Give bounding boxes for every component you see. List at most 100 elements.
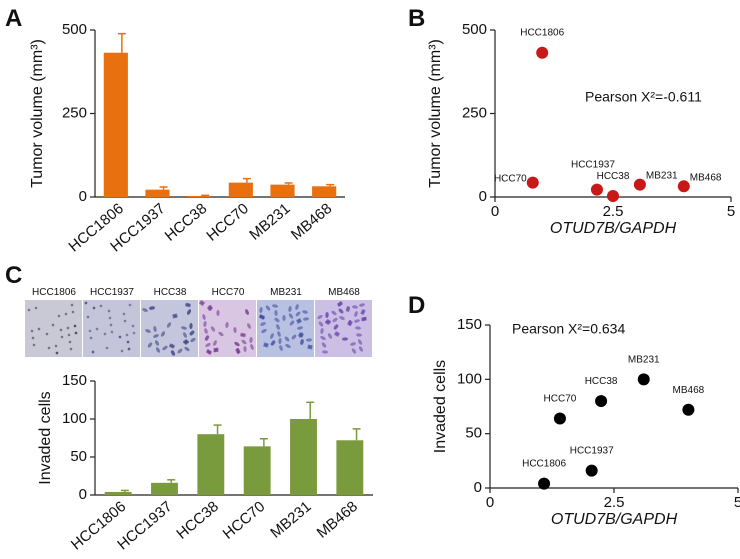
cell xyxy=(241,339,247,345)
cell xyxy=(120,349,124,353)
point xyxy=(536,46,549,59)
cell xyxy=(361,309,365,315)
cell xyxy=(272,304,278,308)
cell xyxy=(261,328,267,334)
cell xyxy=(249,337,253,343)
cell xyxy=(105,346,109,350)
annotation: Pearson X²=0.634 xyxy=(512,321,625,337)
cell xyxy=(203,321,207,327)
cell xyxy=(288,306,292,312)
cell xyxy=(213,340,217,346)
y-tick-label: 150 xyxy=(457,316,482,333)
bar xyxy=(145,189,170,197)
point xyxy=(526,176,539,189)
cell xyxy=(210,326,216,332)
cell xyxy=(177,348,183,354)
micrograph xyxy=(83,300,140,357)
cell xyxy=(339,316,345,320)
cell xyxy=(171,350,175,356)
cell xyxy=(303,317,309,321)
cell xyxy=(153,326,157,332)
y-tick-label: 100 xyxy=(457,370,482,387)
cell xyxy=(317,314,323,320)
point-label: HCC1806 xyxy=(522,459,566,470)
cell xyxy=(84,301,88,305)
x-tick-label: HCC38 xyxy=(173,498,222,543)
panel-letter: C xyxy=(5,262,22,289)
point xyxy=(538,477,551,490)
image-label: MB468 xyxy=(328,287,360,298)
cell xyxy=(154,340,160,346)
y-tick-label: 500 xyxy=(62,21,87,38)
cell xyxy=(103,332,107,336)
cell xyxy=(354,319,360,323)
bar xyxy=(243,446,271,495)
cell xyxy=(331,310,337,316)
cell xyxy=(70,303,74,307)
cell xyxy=(172,313,178,319)
cell xyxy=(225,322,229,328)
cell xyxy=(297,326,303,330)
image-label: MB231 xyxy=(270,287,302,298)
cell xyxy=(351,348,357,354)
cell xyxy=(185,302,191,308)
point xyxy=(677,180,690,193)
cell xyxy=(289,320,295,326)
cell xyxy=(332,317,338,323)
cell xyxy=(295,311,301,317)
cell xyxy=(99,304,103,308)
point-label: MB231 xyxy=(646,171,678,182)
cell xyxy=(345,306,351,312)
y-tick-label: 150 xyxy=(62,372,87,389)
bar xyxy=(336,440,364,495)
y-tick-label: 250 xyxy=(62,104,87,121)
cell xyxy=(190,337,196,343)
cell xyxy=(259,315,265,319)
cell xyxy=(47,346,51,350)
bar xyxy=(228,182,253,197)
cell xyxy=(213,347,219,353)
cell xyxy=(34,306,38,310)
cell xyxy=(57,314,61,318)
point-label: MB468 xyxy=(673,385,705,396)
bar xyxy=(312,186,337,197)
cell xyxy=(327,333,333,339)
cell xyxy=(91,350,95,354)
cell xyxy=(354,311,358,317)
point xyxy=(607,189,619,202)
x-tick-label: MB231 xyxy=(267,498,314,542)
micrograph xyxy=(315,300,372,357)
cell xyxy=(92,306,96,310)
cell xyxy=(204,328,208,334)
cell xyxy=(338,308,344,314)
cell xyxy=(31,336,35,340)
cell xyxy=(358,346,364,352)
x-tick-label: 0 xyxy=(486,494,494,511)
x-tick-label: 5 xyxy=(727,203,735,220)
cell xyxy=(149,306,155,310)
cell xyxy=(297,318,301,324)
cell xyxy=(243,346,247,352)
cell xyxy=(233,327,237,333)
cell xyxy=(325,320,331,324)
x-tick-label: 2.5 xyxy=(603,203,624,220)
cell xyxy=(320,328,324,334)
cell xyxy=(325,312,329,318)
point-label: HCC38 xyxy=(597,171,630,182)
cell xyxy=(73,324,77,328)
cell xyxy=(109,323,113,327)
cell xyxy=(27,308,31,312)
cell xyxy=(355,326,361,330)
cell xyxy=(276,324,280,330)
panel-letter: D xyxy=(408,292,425,319)
cell xyxy=(274,310,278,316)
cell xyxy=(131,324,135,328)
micrograph xyxy=(25,300,82,357)
y-axis-title: Invaded cells xyxy=(37,391,54,484)
cell xyxy=(234,341,240,347)
cell xyxy=(189,323,193,329)
cell xyxy=(295,304,299,310)
cell xyxy=(333,324,339,330)
cell xyxy=(218,331,224,337)
cell xyxy=(162,345,168,351)
